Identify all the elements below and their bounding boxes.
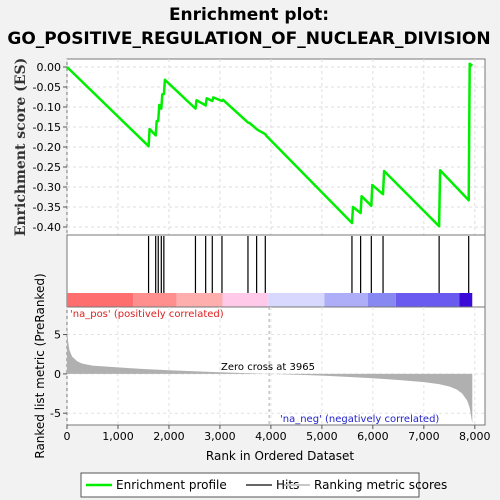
es-tick-label: -0.15 — [33, 121, 61, 134]
rank-grid — [66, 307, 485, 425]
color-bar-segment — [324, 293, 368, 307]
enrichment-profile-line — [66, 62, 474, 228]
rank-tick-label: 5 — [54, 329, 61, 342]
es-tick-label: -0.10 — [33, 101, 61, 114]
es-y-axis-label: Enrichment score (ES) — [13, 58, 29, 236]
color-bar-segment — [67, 293, 134, 307]
x-tick-label: 3,000 — [204, 430, 236, 443]
title-line-1: Enrichment plot: — [169, 5, 329, 25]
es-y-ticks: 0.00 -0.05 -0.10 -0.15 -0.20 -0.25 -0.30 -0.35 -… — [33, 61, 67, 234]
es-tick-label: -0.35 — [33, 201, 61, 214]
color-bar-segment — [367, 293, 396, 307]
es-tick-label: -0.40 — [33, 221, 61, 234]
ranking-metric-area — [67, 325, 473, 424]
rank-tick-label: -5 — [50, 407, 61, 420]
legend: Enrichment profile Hits Ranking metric sco… — [86, 478, 447, 492]
x-tick-label: 7,000 — [408, 430, 440, 443]
x-tick-label: 0 — [64, 430, 71, 443]
x-tick-label: 6,000 — [357, 430, 389, 443]
es-grid — [66, 59, 485, 235]
x-axis-label: Rank in Ordered Dataset — [206, 449, 354, 463]
color-bar-segment — [395, 293, 460, 307]
es-tick-label: -0.25 — [33, 161, 61, 174]
color-bar-segment — [459, 293, 473, 307]
es-tick-label: 0.00 — [37, 61, 62, 74]
zero-cross-label: Zero cross at 3965 — [221, 362, 315, 373]
negative-label: 'na_neg' (negatively correlated) — [280, 414, 439, 425]
x-tick-label: 4,000 — [255, 430, 287, 443]
hit-markers — [147, 236, 470, 293]
positive-label: 'na_pos' (positively correlated) — [70, 309, 224, 320]
x-tick-label: 1,000 — [102, 430, 134, 443]
color-bar-segment — [268, 293, 325, 307]
es-tick-label: -0.05 — [33, 81, 61, 94]
es-tick-label: -0.20 — [33, 141, 61, 154]
color-bar-segment — [222, 293, 269, 307]
color-bar-segment — [176, 293, 223, 307]
es-tick-label: -0.30 — [33, 181, 61, 194]
x-tick-label: 8,000 — [459, 430, 491, 443]
rank-metric-panel — [66, 306, 486, 426]
rank-y-ticks: 5 0 -5 — [50, 329, 67, 420]
rank-tick-label: 0 — [54, 368, 61, 381]
title-line-2: GO_POSITIVE_REGULATION_OF_NUCLEAR_DIVISI… — [7, 29, 490, 49]
x-tick-label: 5,000 — [306, 430, 338, 443]
rank-y-axis-label: Ranked list metric (PreRanked) — [33, 273, 47, 458]
legend-label: Enrichment profile — [116, 478, 227, 492]
x-tick-label: 2,000 — [153, 430, 185, 443]
ranking-color-bar — [67, 293, 473, 307]
legend-label: Ranking metric scores — [314, 478, 447, 492]
color-bar-segment — [133, 293, 177, 307]
x-axis-ticks: 0 1,000 2,000 3,000 4,000 5,000 6,000 7,000 8,00… — [64, 425, 491, 443]
